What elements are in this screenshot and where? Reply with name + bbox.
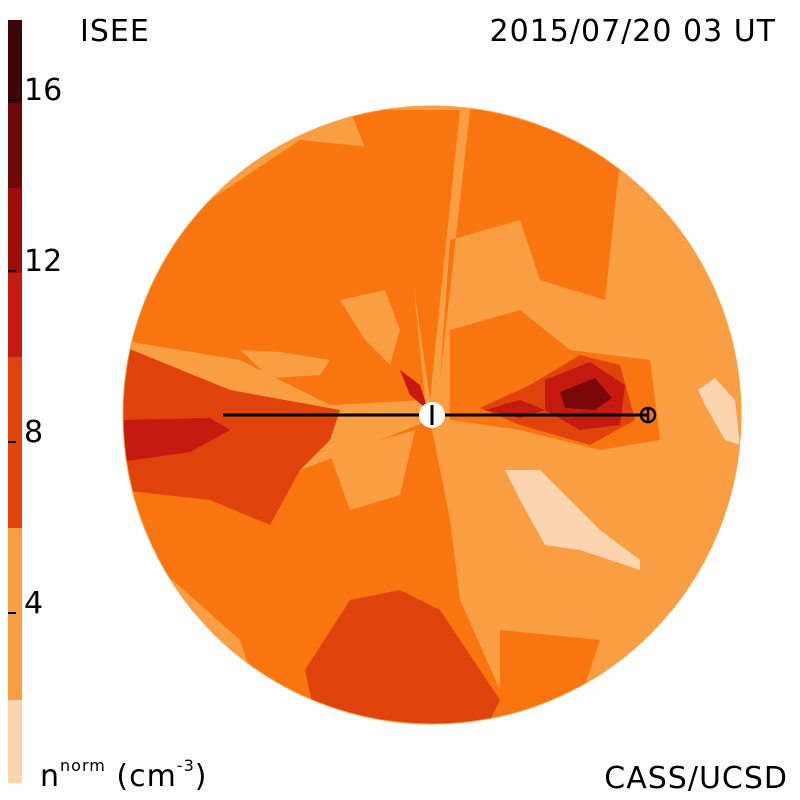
colorbar-band-0 — [8, 700, 22, 783]
credit-label: CASS/UCSD — [604, 761, 788, 796]
region-low-right — [505, 470, 640, 570]
colorbar-tick-12 — [8, 270, 16, 272]
region-bg-right-lobe — [650, 255, 690, 320]
colorbar-label-8: 8 — [24, 415, 44, 450]
units-sup: norm — [60, 756, 106, 775]
colorbar-tick-8 — [8, 441, 16, 443]
region-peak-spike — [400, 370, 428, 410]
units-label: nnorm (cm-3) — [40, 758, 208, 794]
colorbar-label-4: 4 — [24, 586, 44, 621]
units-base: n — [40, 759, 61, 794]
region-mid-bottom-right — [500, 630, 600, 700]
region-high-left — [123, 345, 340, 525]
colorbar-band-4 — [8, 273, 22, 357]
colorbar-band-7 — [8, 20, 22, 103]
colorbar — [8, 20, 22, 783]
region-high-bottom — [305, 590, 500, 724]
units-unit-exp: -3 — [176, 756, 195, 775]
region-mid-top — [350, 110, 460, 400]
colorbar-band-6 — [8, 103, 22, 188]
region-max-right — [560, 378, 612, 410]
map-disk-outline — [122, 105, 742, 725]
colorbar-band-5 — [8, 188, 22, 273]
region-bg-left-tongue — [240, 350, 330, 378]
colorbar-band-1 — [8, 528, 22, 700]
colorbar-label-16: 16 — [24, 73, 63, 108]
colorbar-tick-4 — [8, 612, 16, 614]
region-peak-left — [123, 418, 230, 462]
colorbar-tick-16 — [8, 99, 16, 101]
units-unit-open: (cm — [105, 759, 177, 794]
timestamp: 2015/07/20 03 UT — [489, 14, 776, 49]
colorbar-label-12: 12 — [24, 244, 63, 279]
region-mid-left — [123, 140, 425, 405]
org-label: ISEE — [80, 14, 150, 49]
units-unit-close: ) — [194, 759, 208, 794]
region-low-far-right — [698, 378, 740, 445]
region-mid-right-top — [440, 106, 620, 380]
region-bg-center-lower — [330, 430, 415, 510]
region-bg-center-lobe — [340, 290, 400, 365]
